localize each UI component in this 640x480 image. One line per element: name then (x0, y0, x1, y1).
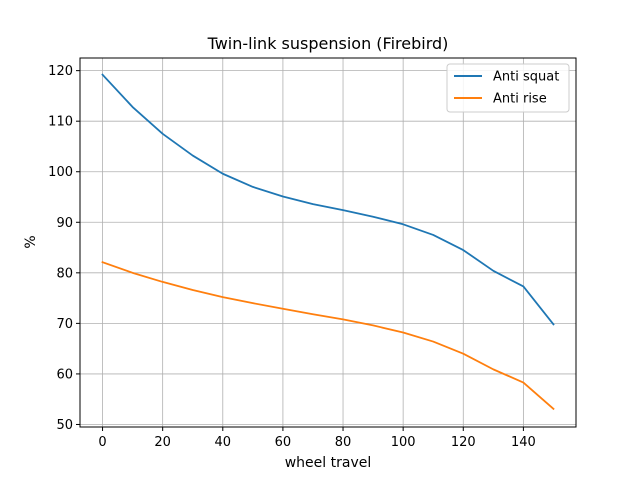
y-tick-label: 70 (56, 317, 73, 332)
x-tick-label: 100 (391, 435, 416, 450)
plot-frame (79, 57, 577, 428)
y-tick-label: 80 (56, 266, 73, 281)
x-tick-label: 60 (275, 435, 292, 450)
series-line-anti-squat (101, 73, 555, 326)
y-tick-label: 110 (48, 115, 73, 130)
series-line-anti-rise (101, 261, 555, 411)
legend-label-anti-squat: Anti squat (493, 70, 559, 85)
axis-ticks: 0 20 40 60 80 100 120 140 50 60 70 80 90 100 110 120 (48, 64, 536, 450)
y-tick-label: 100 (48, 165, 73, 180)
y-tick-label: 120 (48, 64, 73, 79)
grid-lines (80, 58, 576, 427)
legend-label-anti-rise: Anti rise (493, 92, 547, 107)
plot-area (80, 58, 576, 427)
x-tick-label: 140 (511, 435, 536, 450)
x-tick-label: 0 (98, 435, 106, 450)
x-tick-label: 20 (154, 435, 171, 450)
legend: Anti squat Anti rise (446, 63, 570, 113)
x-tick-label: 40 (215, 435, 232, 450)
chart-title: Twin-link suspension (Firebird) (207, 34, 449, 53)
y-tick-label: 60 (56, 367, 73, 382)
y-axis-label: % (23, 235, 39, 248)
series-lines (101, 73, 555, 411)
x-tick-label: 120 (451, 435, 476, 450)
x-tick-label: 80 (335, 435, 352, 450)
y-tick-label: 90 (56, 216, 73, 231)
y-tick-label: 50 (56, 418, 73, 433)
x-axis-label: wheel travel (285, 455, 372, 471)
